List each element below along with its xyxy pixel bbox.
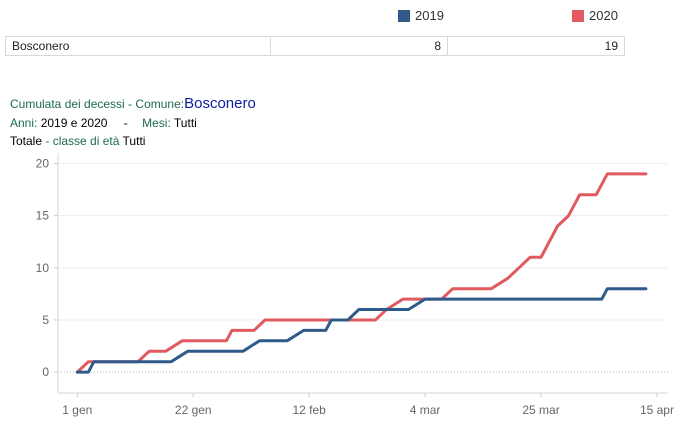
y-tick-label: 0 xyxy=(42,365,49,379)
x-tick-label: 25 mar xyxy=(522,403,559,417)
header-classe-label: - classe di età xyxy=(45,134,120,148)
y-tick-label: 5 xyxy=(42,313,49,327)
header-title: Cumulata dei decessi - xyxy=(10,97,133,111)
x-tick-label: 12 feb xyxy=(292,403,326,417)
header-comune-value: Bosconero xyxy=(184,95,256,112)
header-separator: - xyxy=(123,116,128,130)
y-tick-label: 20 xyxy=(36,156,50,170)
series-line-2019 xyxy=(75,287,648,374)
y-tick-label: 10 xyxy=(36,261,50,275)
x-tick-label: 22 gen xyxy=(175,403,212,417)
header-line-2: Anni: 2019 e 2020 - Mesi: Tutti xyxy=(10,116,197,130)
summary-table: Bosconero 8 19 xyxy=(5,36,625,56)
header-anni-label: Anni: xyxy=(10,116,38,130)
cell-comune: Bosconero xyxy=(5,36,271,56)
y-tick-label: 15 xyxy=(36,209,50,223)
header-mesi-label: Mesi: xyxy=(142,116,171,130)
legend-label-2019: 2019 xyxy=(415,8,444,23)
legend-swatch-2019 xyxy=(398,9,410,22)
x-tick-label: 1 gen xyxy=(62,403,92,417)
series-line-2020 xyxy=(75,172,648,374)
header-comune-label: Comune: xyxy=(135,97,185,111)
x-tick-label: 15 apr xyxy=(640,403,674,417)
legend-item-2020[interactable]: 2020 xyxy=(572,8,618,23)
header-classe-value: Tutti xyxy=(122,134,146,148)
header-line-1: Cumulata dei decessi - Comune:Bosconero xyxy=(10,95,256,112)
header-anni-value: 2019 e 2020 xyxy=(40,116,108,130)
header-mesi-value: Tutti xyxy=(173,116,197,130)
legend-swatch-2020 xyxy=(572,9,584,22)
table-row[interactable]: Bosconero 8 19 xyxy=(5,36,625,56)
legend-label-2020: 2020 xyxy=(589,8,618,23)
legend-item-2019[interactable]: 2019 xyxy=(398,8,444,23)
cell-2019: 8 xyxy=(270,36,448,56)
x-tick-label: 4 mar xyxy=(410,403,441,417)
header-totale: Totale xyxy=(10,134,43,148)
header-line-3: Totale - classe di età Tutti xyxy=(10,134,145,148)
cell-2020: 19 xyxy=(447,36,625,56)
